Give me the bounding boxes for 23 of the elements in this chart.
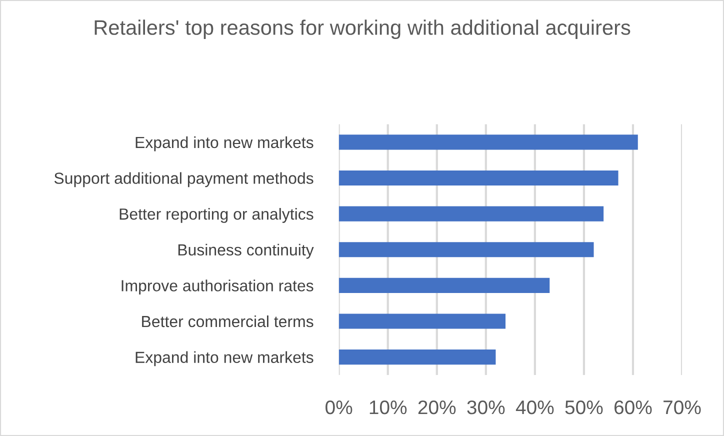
y-tick-label: Expand into new markets — [136, 136, 314, 152]
bar — [338, 206, 604, 222]
bar — [338, 134, 638, 150]
y-tick-label: Business continuity — [178, 244, 314, 259]
x-tick-label: 10% — [370, 400, 407, 414]
x-tick-label: 0% — [326, 400, 352, 414]
x-tick-label: 30% — [467, 400, 505, 414]
x-tick-label: 70% — [664, 400, 701, 414]
y-tick-label: Improve authorisation rates — [122, 280, 314, 295]
bar — [338, 314, 506, 329]
bar — [338, 170, 618, 186]
y-tick-label: Better commercial terms — [142, 315, 314, 328]
bar — [338, 278, 550, 293]
chart-title: Retailers' top reasons for working with additional acquirers — [94, 20, 630, 40]
x-tick-label: 60% — [614, 400, 652, 414]
x-tick-label: 40% — [516, 400, 554, 414]
x-tick-label: 50% — [565, 400, 603, 414]
x-tick-label: 20% — [418, 400, 456, 414]
y-tick-label: Expand into new markets — [136, 351, 314, 366]
bar — [338, 350, 496, 365]
y-tick-label: Better reporting or analytics — [120, 208, 314, 223]
bar — [338, 242, 594, 258]
y-tick-label: Support additional payment methods — [54, 172, 314, 188]
